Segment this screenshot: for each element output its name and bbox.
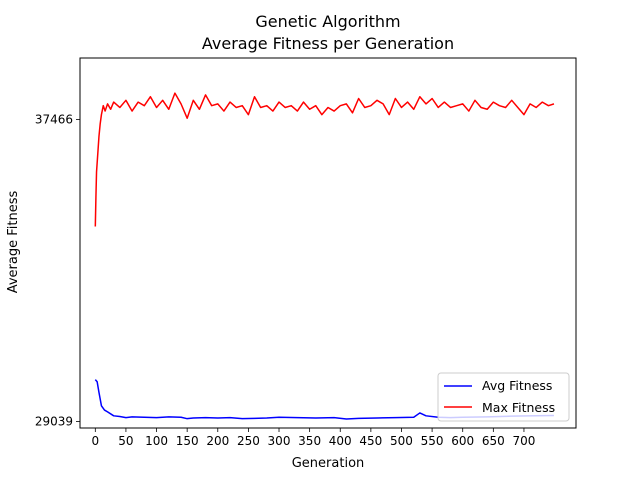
y-axis-label: Average Fitness xyxy=(6,191,21,294)
series-line-avg-fitness xyxy=(94,379,554,420)
x-tick-label: 650 xyxy=(482,434,505,448)
legend-box xyxy=(437,372,570,422)
x-tick-label: 450 xyxy=(359,434,382,448)
x-tick-label: 500 xyxy=(390,434,413,448)
legend-label-max-fitness: Max Fitness xyxy=(482,400,555,415)
x-tick-label: 150 xyxy=(176,434,199,448)
x-tick-label: 100 xyxy=(145,434,168,448)
chart-title: Genetic Algorithm xyxy=(255,12,400,31)
x-tick-label: 350 xyxy=(298,434,321,448)
y-tick-label: 29039 xyxy=(35,415,73,429)
x-tick-label: 200 xyxy=(206,434,229,448)
chart-subtitle: Average Fitness per Generation xyxy=(202,34,454,53)
y-tick-label: 37466 xyxy=(35,112,73,126)
plot-frame xyxy=(79,57,577,429)
x-tick-label: 0 xyxy=(91,434,99,448)
x-tick-label: 250 xyxy=(237,434,260,448)
legend-label-avg-fitness: Avg Fitness xyxy=(482,378,552,393)
x-tick-label: 50 xyxy=(118,434,133,448)
series-layer xyxy=(94,92,555,420)
x-tick-label: 600 xyxy=(451,434,474,448)
x-tick-label: 550 xyxy=(421,434,444,448)
x-tick-label: 400 xyxy=(329,434,352,448)
x-tick-label: 300 xyxy=(268,434,291,448)
x-tick-label: 700 xyxy=(512,434,535,448)
legend: Avg Fitness Max Fitness xyxy=(437,372,570,422)
tick-layer: 0 50 100 150 200 250 300 350 400 450 500 550 600 650 7… xyxy=(35,112,536,448)
x-axis-label: Generation xyxy=(292,456,365,471)
series-line-max-fitness xyxy=(94,92,555,227)
